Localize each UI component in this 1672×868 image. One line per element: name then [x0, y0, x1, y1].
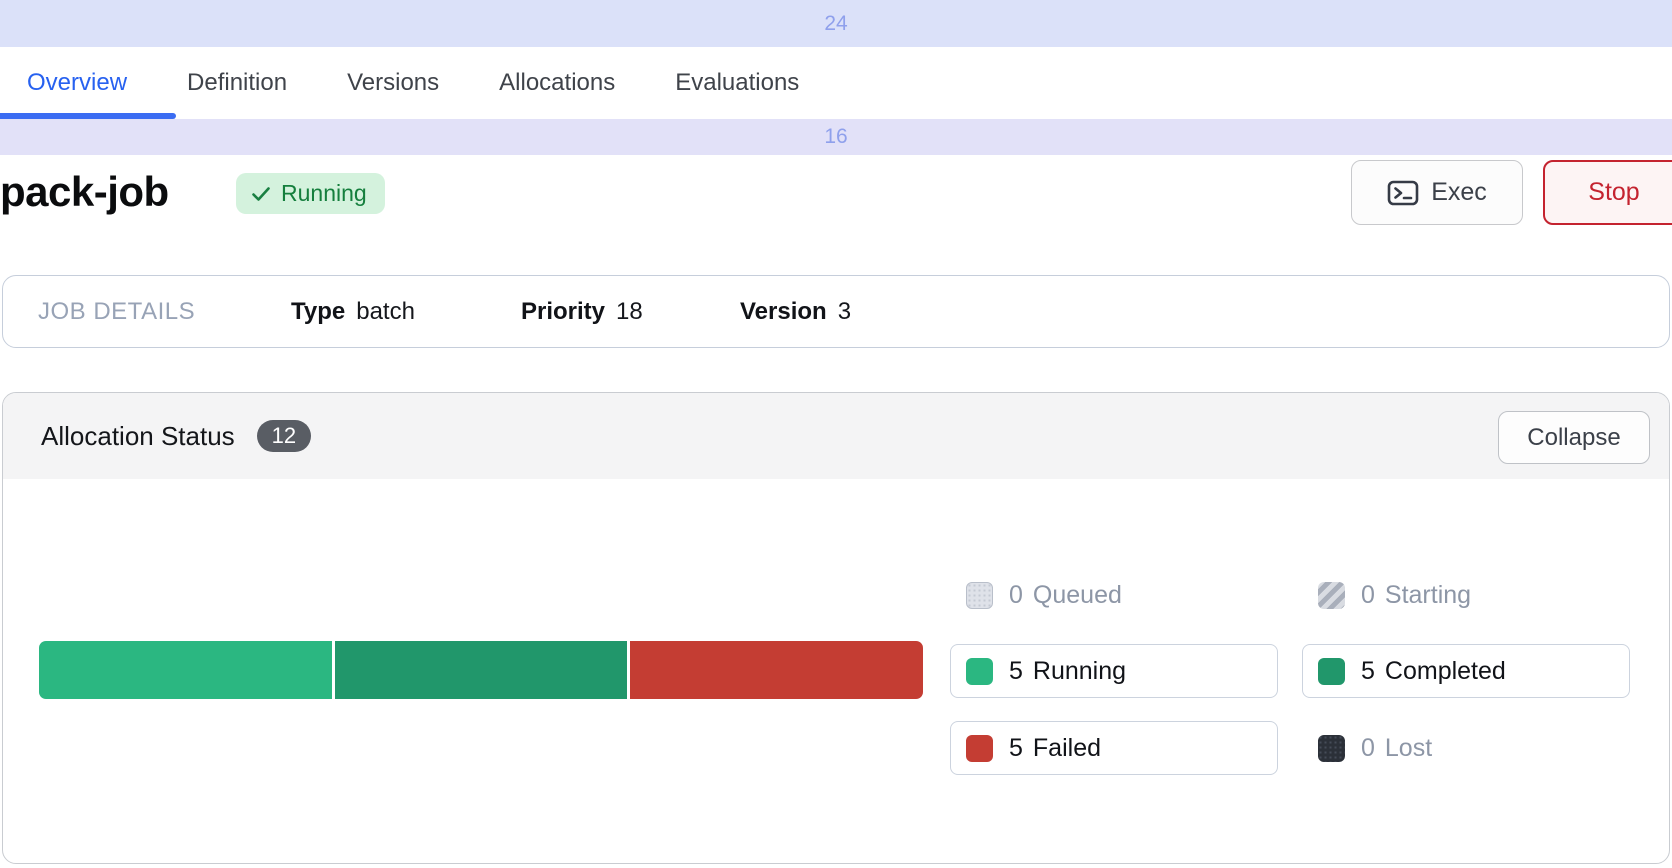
- failed-count: 5: [1009, 733, 1023, 762]
- terminal-icon: [1387, 180, 1419, 205]
- queued-label: Queued: [1032, 580, 1122, 609]
- tab-definition[interactable]: Definition: [187, 69, 288, 96]
- running-count: 5: [1009, 656, 1023, 685]
- spacing-value-top: 24: [824, 11, 848, 35]
- running-label: Running: [1032, 656, 1127, 685]
- active-tab-indicator: [0, 113, 176, 119]
- completed-count: 5: [1361, 656, 1375, 685]
- job-details-panel: JOB DETAILS Type batch Priority 18 Versi…: [2, 275, 1670, 348]
- job-detail-priority-label: Priority: [521, 297, 606, 325]
- exec-button[interactable]: Exec: [1351, 160, 1523, 225]
- starting-count: 0: [1361, 580, 1375, 609]
- starting-swatch: [1318, 581, 1345, 609]
- legend-starting: 0 Starting: [1302, 568, 1630, 622]
- lost-count: 0: [1361, 733, 1375, 762]
- completed-label: Completed: [1384, 656, 1506, 685]
- spacing-bar-top: 24: [0, 0, 1672, 47]
- page-title: pack-job: [0, 168, 169, 215]
- legend-completed[interactable]: 5 Completed: [1302, 644, 1630, 698]
- completed-swatch: [1318, 657, 1345, 685]
- stop-button-label: Stop: [1588, 178, 1640, 206]
- allocation-stacked-bar: [39, 641, 924, 699]
- bar-segment-running[interactable]: [39, 641, 332, 699]
- collapse-button[interactable]: Collapse: [1498, 411, 1650, 464]
- tab-bar: Overview Definition Versions Allocations…: [0, 47, 1672, 119]
- exec-button-label: Exec: [1431, 178, 1487, 206]
- legend-failed[interactable]: 5 Failed: [950, 721, 1278, 775]
- job-detail-type-value: batch: [356, 297, 415, 325]
- tab-evaluations[interactable]: Evaluations: [675, 69, 800, 96]
- allocation-count-badge: 12: [256, 420, 312, 452]
- job-details-heading: JOB DETAILS: [38, 297, 196, 325]
- job-detail-type-label: Type: [291, 297, 346, 325]
- tab-allocations[interactable]: Allocations: [499, 69, 616, 96]
- allocation-status-panel: Allocation Status 12 Collapse 0 Queued 0…: [2, 392, 1670, 864]
- bar-segment-completed[interactable]: [334, 641, 628, 699]
- failed-label: Failed: [1032, 733, 1101, 762]
- lost-label: Lost: [1384, 733, 1433, 762]
- legend-running[interactable]: 5 Running: [950, 644, 1278, 698]
- job-detail-type: Type batch: [291, 298, 415, 326]
- job-detail-version-value: 3: [837, 297, 852, 325]
- spacing-bar-mid: 16: [0, 119, 1672, 155]
- job-detail-priority: Priority 18: [521, 298, 643, 326]
- job-detail-version-label: Version: [740, 297, 827, 325]
- stop-button[interactable]: Stop: [1543, 160, 1672, 225]
- starting-label: Starting: [1384, 580, 1472, 609]
- legend-lost: 0 Lost: [1302, 721, 1630, 775]
- status-badge: Running: [236, 173, 385, 214]
- spacing-value-mid: 16: [824, 125, 848, 148]
- job-detail-version: Version 3: [740, 298, 851, 326]
- check-icon: [252, 186, 270, 201]
- running-swatch: [966, 657, 993, 685]
- collapse-button-label: Collapse: [1527, 423, 1621, 451]
- bar-segment-failed[interactable]: [630, 641, 924, 699]
- tab-overview[interactable]: Overview: [27, 69, 128, 96]
- status-badge-label: Running: [281, 180, 367, 206]
- job-detail-priority-value: 18: [616, 297, 643, 325]
- lost-swatch: [1318, 734, 1345, 762]
- queued-count: 0: [1009, 580, 1023, 609]
- failed-swatch: [966, 734, 993, 762]
- allocation-status-header: Allocation Status 12 Collapse: [3, 393, 1669, 479]
- queued-swatch: [966, 581, 993, 609]
- allocation-status-title: Allocation Status: [41, 420, 235, 451]
- legend-queued: 0 Queued: [950, 568, 1278, 622]
- tab-versions[interactable]: Versions: [347, 69, 440, 96]
